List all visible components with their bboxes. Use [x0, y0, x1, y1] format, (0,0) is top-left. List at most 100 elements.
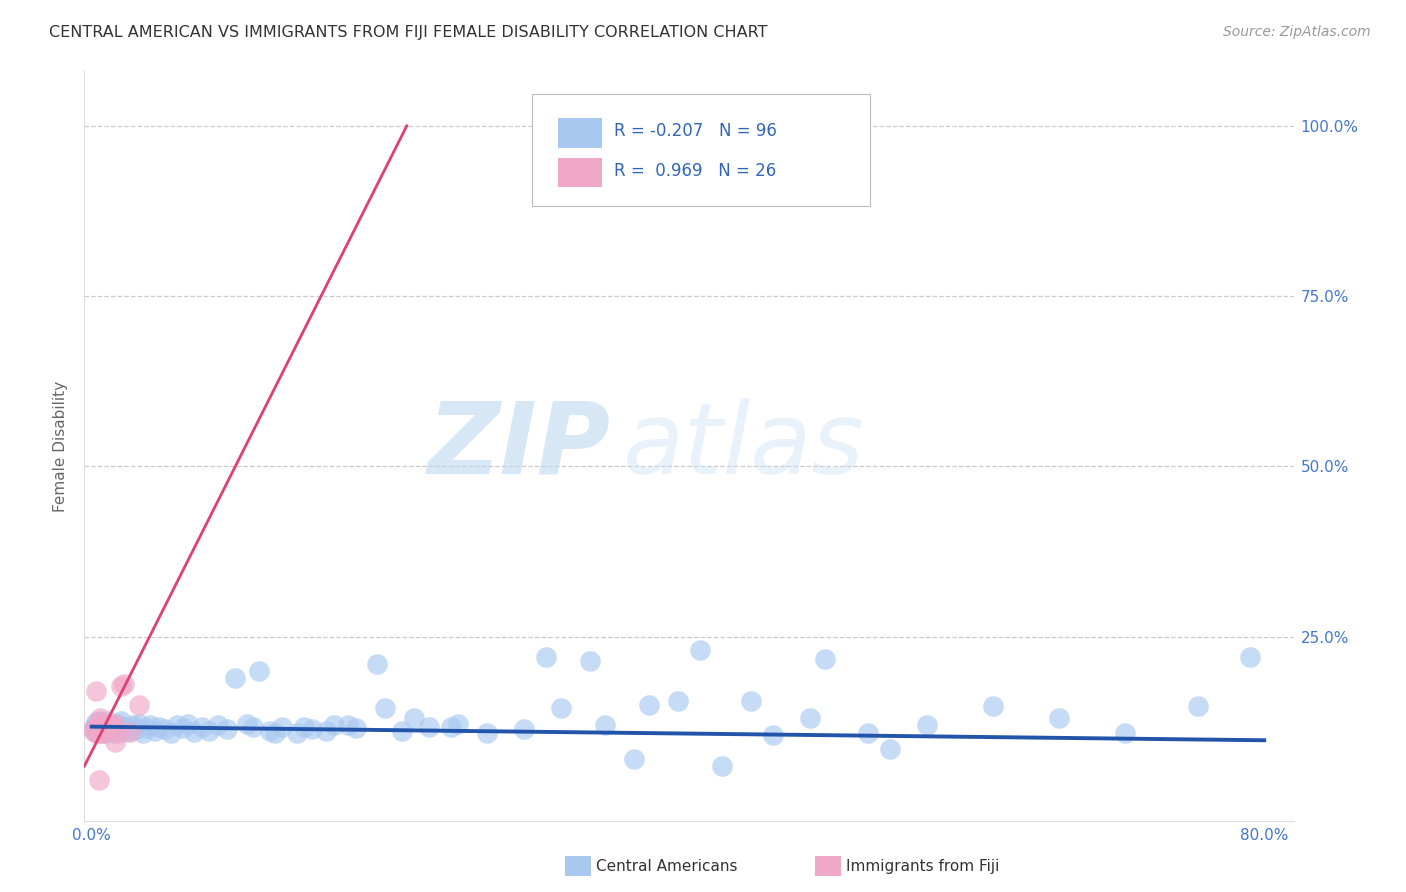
Point — [110, 714, 132, 729]
Point — [447, 717, 470, 731]
Point — [84, 725, 107, 739]
Point — [93, 720, 115, 734]
Point — [139, 718, 162, 732]
Point — [86, 722, 108, 736]
Text: Immigrants from Fiji: Immigrants from Fiji — [846, 859, 1000, 873]
Text: Source: ZipAtlas.com: Source: ZipAtlas.com — [1223, 25, 1371, 39]
Point — [91, 725, 114, 739]
Point — [207, 718, 229, 732]
Point — [477, 726, 499, 740]
Point — [84, 726, 107, 740]
Point — [264, 726, 287, 740]
Point — [534, 650, 557, 665]
Point — [190, 720, 212, 734]
Point — [710, 759, 733, 773]
Y-axis label: Female Disability: Female Disability — [52, 380, 67, 512]
Point — [96, 723, 118, 738]
Point — [94, 722, 117, 736]
Point — [115, 720, 138, 734]
Point — [143, 723, 166, 738]
Point — [91, 718, 114, 732]
Point — [96, 717, 118, 731]
Point — [124, 723, 146, 737]
Point — [104, 735, 127, 749]
Point — [799, 711, 821, 725]
Point — [118, 723, 141, 738]
Point — [337, 718, 360, 732]
Point — [128, 698, 150, 712]
Text: R =  0.969   N = 26: R = 0.969 N = 26 — [614, 162, 776, 180]
Point — [418, 720, 440, 734]
Point — [93, 715, 115, 730]
Point — [98, 720, 121, 734]
Point — [915, 718, 938, 732]
Point — [104, 720, 127, 734]
Point — [89, 721, 111, 735]
Point — [153, 723, 176, 737]
Point — [87, 723, 110, 738]
Text: ZIP: ZIP — [427, 398, 610, 494]
Point — [97, 721, 120, 735]
Point — [96, 723, 118, 738]
Text: CENTRAL AMERICAN VS IMMIGRANTS FROM FIJI FEMALE DISABILITY CORRELATION CHART: CENTRAL AMERICAN VS IMMIGRANTS FROM FIJI… — [49, 25, 768, 40]
Point — [689, 643, 711, 657]
Point — [259, 723, 281, 738]
Point — [86, 722, 108, 736]
Point — [89, 714, 111, 729]
Point — [112, 725, 135, 739]
FancyBboxPatch shape — [531, 94, 870, 206]
Point — [87, 717, 110, 731]
Point — [91, 726, 114, 740]
Point — [98, 725, 121, 739]
Point — [98, 722, 121, 736]
Point — [97, 714, 120, 729]
Point — [183, 725, 205, 739]
Point — [86, 720, 108, 734]
Point — [93, 723, 115, 737]
Point — [100, 718, 122, 732]
Point — [198, 723, 221, 738]
Point — [1047, 711, 1070, 725]
Point — [101, 723, 124, 737]
Bar — [558, 158, 602, 187]
Point — [101, 718, 124, 732]
Point — [103, 717, 125, 731]
Point — [103, 726, 125, 740]
Point — [740, 694, 762, 708]
Point — [166, 718, 188, 732]
Point — [879, 742, 901, 756]
Text: R = -0.207   N = 96: R = -0.207 N = 96 — [614, 122, 778, 140]
Point — [579, 654, 602, 668]
Point — [271, 720, 294, 734]
Point — [84, 714, 107, 729]
Point — [83, 718, 105, 732]
Point — [82, 723, 104, 738]
Point — [84, 684, 107, 698]
Point — [107, 726, 129, 740]
Point — [858, 726, 880, 740]
Point — [981, 699, 1004, 714]
Text: Central Americans: Central Americans — [596, 859, 738, 873]
Point — [82, 722, 104, 736]
Point — [236, 717, 259, 731]
Point — [136, 721, 159, 735]
Point — [83, 720, 105, 734]
Point — [623, 752, 645, 766]
Point — [87, 718, 110, 732]
Point — [224, 671, 246, 685]
Point — [128, 717, 150, 731]
Point — [94, 720, 117, 734]
Point — [762, 729, 785, 743]
Point — [91, 725, 114, 739]
Point — [285, 726, 308, 740]
Point — [374, 701, 396, 715]
Point — [637, 698, 659, 712]
Point — [813, 651, 835, 665]
Point — [132, 726, 155, 740]
Point — [93, 726, 115, 740]
Point — [315, 723, 337, 738]
Point — [593, 718, 616, 732]
Point — [513, 723, 536, 737]
Point — [292, 720, 315, 734]
Point — [242, 720, 264, 734]
